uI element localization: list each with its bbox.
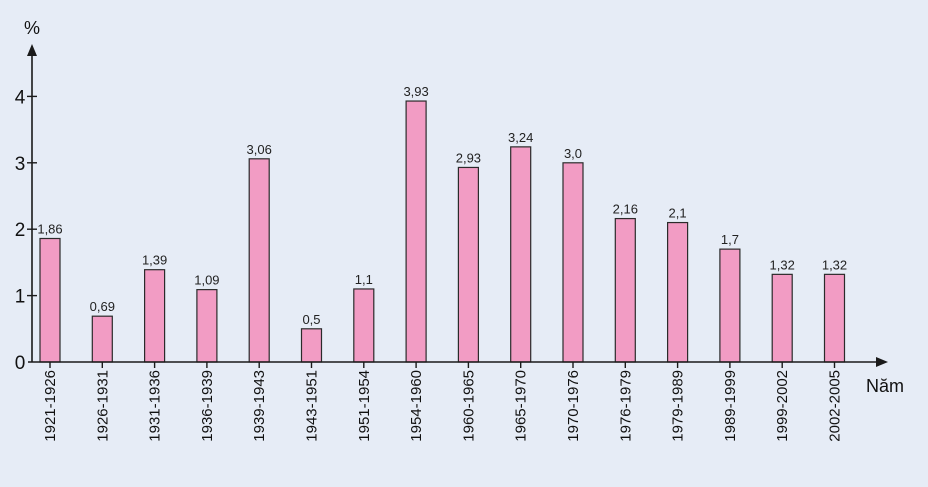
- data-label-1976-1979: 2,16: [613, 202, 638, 217]
- data-label-1970-1976: 3,0: [564, 146, 582, 161]
- y-tick-label: 2: [15, 220, 26, 241]
- data-label-1931-1936: 1,39: [142, 253, 167, 268]
- bar-1936-1939: [196, 289, 218, 363]
- bar-1965-1970: [510, 146, 532, 363]
- x-tick-label: 1943-1951: [304, 370, 321, 442]
- x-tick-label: 1976-1979: [617, 370, 634, 442]
- x-tick-label: 1960-1965: [460, 370, 477, 442]
- bar-1979-1989: [666, 221, 689, 363]
- bar-1960-1965: [457, 166, 479, 363]
- x-tick-label: 1931-1936: [147, 370, 164, 442]
- data-label-1939-1943: 3,06: [247, 142, 272, 157]
- bar-2002-2005: [823, 273, 846, 363]
- y-axis-title: %: [24, 18, 40, 38]
- data-labels-layer: 1,86 0,69 1,39 1,09 3,06 0,5 1,1 3,93 2,93 3,24 3,…: [37, 84, 847, 327]
- x-tick-label: 1951-1954: [356, 370, 373, 442]
- data-label-1943-1951: 0,5: [302, 312, 320, 327]
- data-label-1951-1954: 1,1: [355, 272, 373, 287]
- y-tick-label: 0: [15, 353, 26, 374]
- x-tick-label: 1936-1939: [199, 370, 216, 442]
- x-tick-label: 1926-1931: [94, 370, 111, 442]
- bar-1989-1999: [719, 248, 741, 363]
- x-tick-label: 1921-1926: [42, 370, 59, 442]
- bar-1951-1954: [353, 288, 375, 363]
- x-tick-label: 2002-2005: [827, 370, 844, 442]
- bars-layer: [39, 100, 846, 363]
- x-tick-label: 1954-1960: [408, 370, 425, 442]
- bar-1921-1926: [39, 237, 61, 363]
- data-label-2002-2005: 1,32: [822, 257, 847, 272]
- data-label-1999-2002: 1,32: [770, 257, 795, 272]
- bar-1931-1936: [144, 269, 166, 363]
- bar-1954-1960: [405, 100, 427, 363]
- x-tick-label: 1999-2002: [774, 370, 791, 442]
- y-tick-label: 1: [15, 287, 26, 308]
- bar-1943-1951: [300, 328, 323, 363]
- x-tick-label: 1970-1976: [565, 370, 582, 442]
- data-label-1921-1926: 1,86: [37, 221, 62, 236]
- data-label-1965-1970: 3,24: [508, 130, 533, 145]
- x-tick-label: 1939-1943: [251, 370, 268, 442]
- data-label-1979-1989: 2,1: [669, 206, 687, 221]
- x-axis-arrow: [876, 357, 888, 367]
- data-label-1954-1960: 3,93: [403, 84, 428, 99]
- bar-1970-1976: [562, 162, 584, 363]
- data-label-1960-1965: 2,93: [456, 150, 481, 165]
- y-axis-arrow: [27, 44, 37, 56]
- x-ticks-layer: 1921-1926 1926-1931 1931-1936 1936-1939 1939…: [42, 362, 844, 442]
- y-ticks-layer: 0 1 2 3 4: [15, 87, 37, 374]
- bar-1939-1943: [248, 158, 270, 363]
- x-tick-label: 1989-1999: [722, 370, 739, 442]
- x-tick-label: 1965-1970: [513, 370, 530, 442]
- data-label-1936-1939: 1,09: [194, 273, 219, 288]
- x-axis-title: Năm: [866, 376, 904, 396]
- y-tick-label: 4: [15, 87, 26, 108]
- data-label-1926-1931: 0,69: [90, 299, 115, 314]
- bar-1926-1931: [91, 315, 113, 363]
- bar-1976-1979: [614, 217, 636, 363]
- x-tick-label: 1979-1989: [670, 370, 687, 442]
- y-tick-label: 3: [15, 154, 26, 175]
- bar-1999-2002: [771, 273, 793, 363]
- data-label-1989-1999: 1,7: [721, 232, 739, 247]
